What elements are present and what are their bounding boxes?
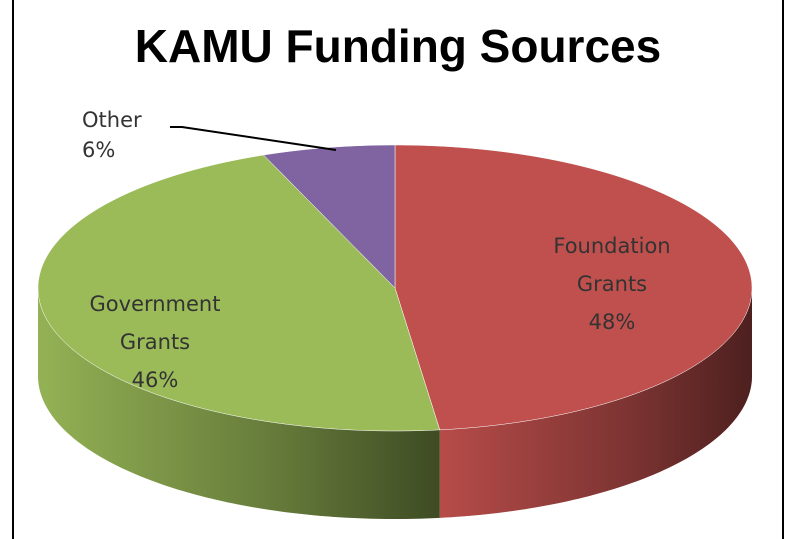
- value-label: 46%: [132, 368, 179, 392]
- slice: [394, 144, 753, 431]
- chart-title: KAMU Funding Sources: [135, 20, 661, 72]
- category-label: Other: [82, 108, 142, 132]
- pie: [37, 144, 753, 519]
- value-label: 6%: [82, 138, 115, 162]
- category-label: Foundation Grants: [553, 234, 670, 296]
- leader-line: [170, 126, 337, 151]
- slice-side-shade: [38, 288, 440, 519]
- value-label: 48%: [589, 310, 636, 334]
- slice-side-shade: [439, 288, 752, 518]
- slice: [263, 144, 396, 289]
- category-label: Government Grants: [90, 292, 221, 354]
- slice: [37, 154, 441, 432]
- labels: Foundation Grants 48% Government Grants 46% Ot…: [82, 108, 671, 392]
